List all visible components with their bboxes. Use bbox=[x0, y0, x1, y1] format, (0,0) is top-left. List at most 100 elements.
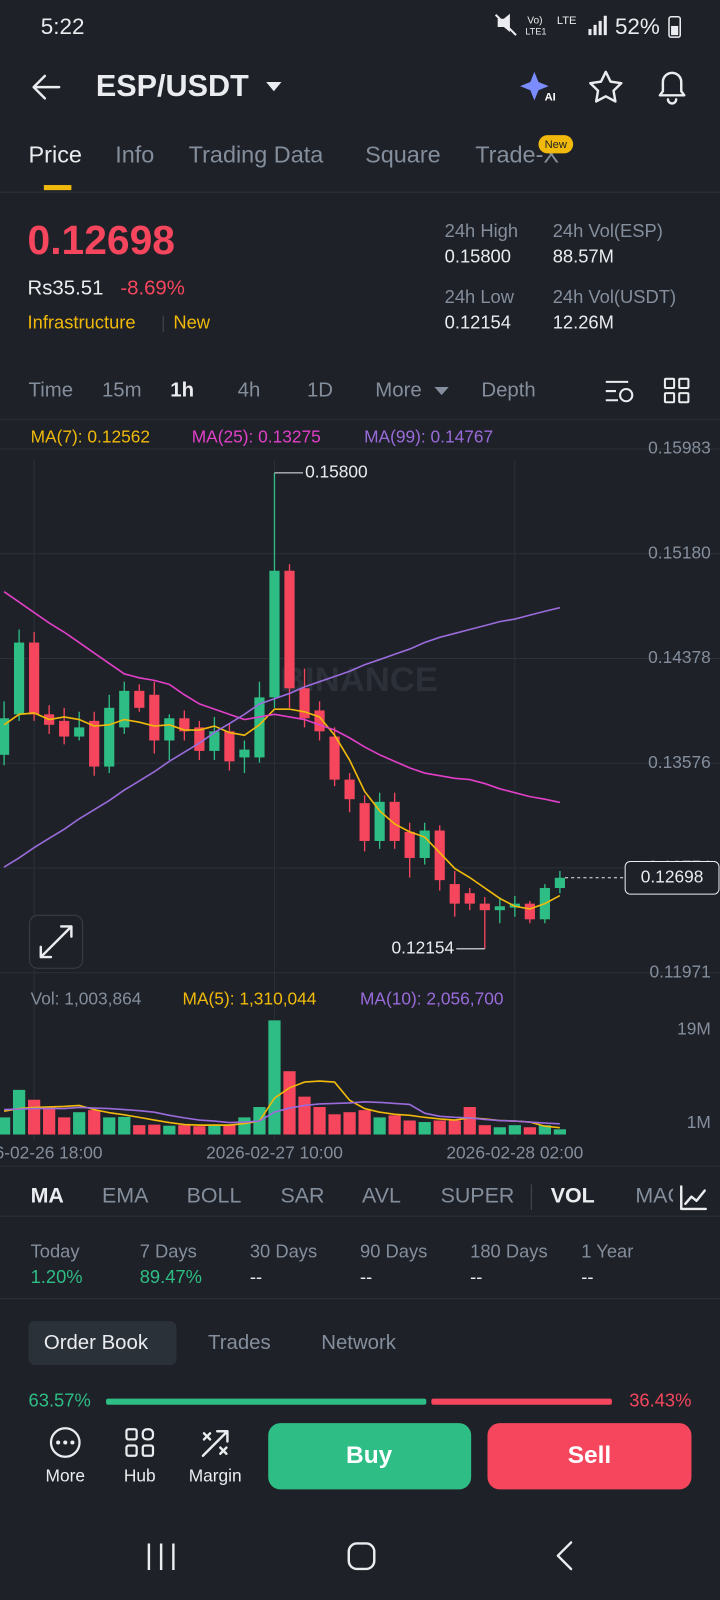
svg-text:LTE1: LTE1 bbox=[525, 26, 546, 36]
tool-label[interactable]: Margin bbox=[189, 1466, 242, 1486]
indicator-settings[interactable] bbox=[680, 1185, 707, 1211]
tool-label[interactable]: Hub bbox=[124, 1466, 156, 1486]
tag[interactable]: Infrastructure bbox=[28, 312, 136, 333]
candle-body bbox=[389, 801, 400, 841]
volume-bar bbox=[358, 1110, 371, 1135]
last-price: 0.12698 bbox=[28, 217, 175, 263]
interval[interactable]: Depth bbox=[481, 379, 535, 401]
back-button[interactable] bbox=[32, 74, 61, 100]
volume-bar bbox=[523, 1127, 536, 1135]
volume-bar bbox=[28, 1099, 41, 1135]
tab-indicator bbox=[43, 185, 72, 191]
local-price: Rs35.51 bbox=[28, 277, 104, 299]
candle-body bbox=[494, 906, 505, 911]
tab[interactable]: Trading Data bbox=[189, 142, 325, 168]
last-price-box bbox=[624, 860, 720, 895]
tag[interactable]: New bbox=[173, 312, 210, 333]
period-label: 90 Days bbox=[360, 1241, 427, 1262]
volume-bar bbox=[493, 1127, 506, 1135]
interval[interactable]: 1h bbox=[170, 379, 194, 401]
indicator[interactable]: MACD bbox=[635, 1183, 698, 1207]
more-dropdown[interactable] bbox=[434, 386, 449, 396]
volume-bar bbox=[133, 1125, 146, 1135]
hub-icon[interactable] bbox=[125, 1428, 155, 1457]
candle-body bbox=[134, 690, 145, 708]
buy-ratio: 63.57% bbox=[29, 1390, 91, 1411]
candle-body bbox=[209, 731, 220, 751]
sell-button[interactable]: Sell bbox=[568, 1442, 612, 1469]
favorite-button[interactable] bbox=[589, 70, 623, 103]
tab[interactable]: Info bbox=[115, 142, 154, 168]
candle-body bbox=[329, 736, 340, 780]
candle-body bbox=[344, 779, 355, 800]
price-plot bbox=[0, 472, 565, 949]
indicator[interactable]: VOL bbox=[551, 1183, 595, 1207]
volume-bar bbox=[0, 1117, 11, 1135]
book-tab[interactable]: Order Book bbox=[44, 1332, 149, 1354]
candle-body bbox=[74, 727, 85, 737]
interval[interactable]: Time bbox=[29, 379, 74, 401]
stat-value: 0.15800 bbox=[445, 245, 511, 266]
sell-button-bg[interactable] bbox=[487, 1423, 692, 1490]
chart-settings-button[interactable] bbox=[605, 380, 634, 403]
indicator[interactable]: SAR bbox=[280, 1183, 324, 1207]
candle-body bbox=[164, 718, 175, 741]
candle-body bbox=[419, 830, 430, 858]
period-label: 1 Year bbox=[581, 1241, 633, 1262]
system-back[interactable] bbox=[556, 1541, 573, 1571]
volume-bar bbox=[43, 1107, 56, 1135]
candle-body bbox=[254, 697, 265, 758]
ma-line bbox=[3, 590, 561, 804]
recent-apps[interactable] bbox=[147, 1543, 175, 1570]
new-badge: New bbox=[545, 139, 568, 151]
buy-button-bg[interactable] bbox=[268, 1423, 472, 1490]
alert-button[interactable] bbox=[658, 71, 686, 105]
tab[interactable]: Square bbox=[365, 142, 441, 168]
candle-body bbox=[449, 884, 460, 904]
volume-bar bbox=[433, 1120, 446, 1135]
y-tick-label: 0.15180 bbox=[648, 542, 711, 562]
period-value: -- bbox=[250, 1266, 262, 1287]
tab[interactable]: Price bbox=[29, 142, 82, 168]
new-badge-bg bbox=[538, 135, 574, 154]
interval[interactable]: 1D bbox=[307, 379, 333, 401]
battery-level: 52% bbox=[615, 14, 660, 39]
expand-button[interactable] bbox=[29, 914, 84, 969]
stat-label: 24h High bbox=[445, 220, 518, 241]
candle-body bbox=[179, 718, 190, 732]
legend-entry: MA(5): 1,310,044 bbox=[183, 988, 317, 1008]
legend-entry: MA(25): 0.13275 bbox=[192, 427, 321, 447]
battery-fill bbox=[671, 25, 679, 36]
x-tick-label: 2026-02-28 02:00 bbox=[446, 1142, 583, 1162]
stat-label: 24h Vol(USDT) bbox=[553, 286, 676, 307]
buy-button[interactable]: Buy bbox=[346, 1442, 393, 1469]
interval[interactable]: More bbox=[375, 379, 421, 401]
home-button[interactable] bbox=[347, 1542, 376, 1571]
volume-bar bbox=[298, 1096, 311, 1135]
book-tab[interactable]: Trades bbox=[208, 1332, 271, 1354]
interval[interactable]: 4h bbox=[238, 379, 261, 401]
book-tab[interactable]: Network bbox=[321, 1332, 397, 1354]
period-value: -- bbox=[581, 1266, 593, 1287]
book-tab-active bbox=[28, 1321, 177, 1365]
interval[interactable]: 15m bbox=[102, 379, 142, 401]
price-change: -8.69% bbox=[120, 277, 185, 299]
pair-dropdown[interactable] bbox=[266, 82, 282, 92]
period-label: 7 Days bbox=[140, 1241, 197, 1262]
candle-body bbox=[119, 690, 130, 728]
indicator[interactable]: MA bbox=[31, 1183, 64, 1207]
candle-body bbox=[194, 727, 205, 751]
more-icon[interactable] bbox=[49, 1427, 81, 1458]
indicator[interactable]: SUPER bbox=[441, 1183, 515, 1207]
indicator[interactable]: AVL bbox=[362, 1183, 401, 1207]
indicator[interactable]: EMA bbox=[102, 1183, 149, 1207]
layout-button[interactable] bbox=[663, 377, 690, 404]
ma-line bbox=[4, 1101, 560, 1125]
pair-title[interactable]: ESP/USDT bbox=[96, 69, 249, 103]
indicator[interactable]: BOLL bbox=[187, 1183, 242, 1207]
ai-button[interactable]: AI bbox=[520, 71, 556, 103]
candle-body bbox=[284, 570, 295, 689]
margin-icon[interactable] bbox=[201, 1430, 229, 1457]
tool-label[interactable]: More bbox=[46, 1466, 85, 1486]
